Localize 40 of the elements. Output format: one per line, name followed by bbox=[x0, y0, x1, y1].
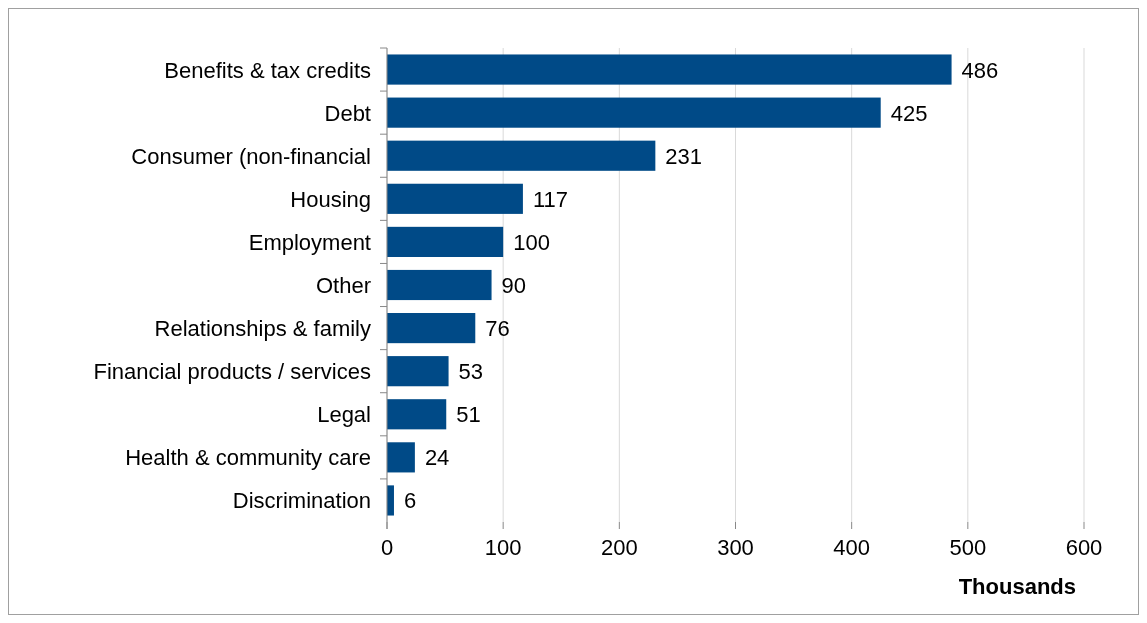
data-label: 425 bbox=[890, 100, 928, 126]
bar bbox=[387, 313, 476, 344]
data-label: 100 bbox=[513, 229, 550, 255]
bar bbox=[387, 442, 415, 473]
data-label: 117 bbox=[532, 186, 568, 212]
data-label: 231 bbox=[665, 143, 703, 169]
data-label: 486 bbox=[961, 57, 999, 83]
bar bbox=[387, 226, 504, 257]
bar bbox=[387, 140, 656, 171]
data-label: 24 bbox=[424, 445, 450, 471]
y-tick-label: Employment bbox=[248, 229, 371, 255]
data-label: 90 bbox=[501, 273, 527, 298]
data-label: 6 bbox=[403, 488, 417, 514]
bar bbox=[387, 269, 492, 301]
x-tick-label: 300 bbox=[717, 535, 754, 560]
data-label: 76 bbox=[485, 316, 510, 342]
data-label: 51 bbox=[456, 402, 481, 428]
y-tick-label: Benefits & tax credits bbox=[164, 57, 371, 83]
bar bbox=[387, 399, 447, 430]
y-tick-label: Health & community care bbox=[125, 445, 371, 471]
y-tick-label: Discrimination bbox=[232, 488, 371, 514]
y-tick-label: Housing bbox=[290, 186, 371, 212]
bar bbox=[387, 183, 523, 214]
y-tick-label: Consumer (non-financial bbox=[131, 143, 371, 169]
x-axis-title: Thousands bbox=[958, 574, 1076, 599]
x-tick-label: 200 bbox=[600, 535, 638, 560]
data-label: 53 bbox=[458, 359, 484, 385]
x-tick-label: 100 bbox=[484, 535, 522, 560]
x-tick-label: 500 bbox=[949, 535, 987, 560]
bar bbox=[387, 356, 449, 387]
y-tick-label: Relationships & family bbox=[154, 316, 371, 342]
y-tick-label: Debt bbox=[324, 100, 371, 126]
bar bbox=[387, 97, 881, 128]
x-tick-label: 400 bbox=[833, 535, 871, 560]
y-tick-label: Legal bbox=[317, 402, 371, 428]
bar bbox=[387, 54, 952, 85]
y-tick-label: Other bbox=[315, 273, 371, 298]
x-tick-label: 600 bbox=[1065, 535, 1103, 560]
y-tick-label: Financial products / services bbox=[93, 359, 371, 385]
x-tick-label: 0 bbox=[380, 535, 394, 560]
